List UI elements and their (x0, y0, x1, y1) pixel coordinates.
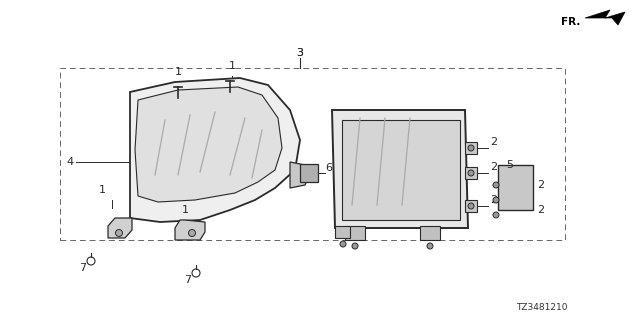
Circle shape (493, 182, 499, 188)
Circle shape (493, 212, 499, 218)
Circle shape (493, 197, 499, 203)
Circle shape (468, 170, 474, 176)
Text: 3: 3 (296, 48, 303, 58)
Text: 2: 2 (537, 180, 544, 190)
Circle shape (115, 229, 122, 236)
Circle shape (352, 243, 358, 249)
Circle shape (468, 145, 474, 151)
Text: 6: 6 (325, 163, 332, 173)
Circle shape (189, 229, 195, 236)
Bar (300, 164, 318, 182)
Polygon shape (585, 10, 625, 25)
Text: 7: 7 (184, 275, 191, 285)
Bar (465, 200, 477, 212)
Polygon shape (332, 110, 468, 228)
Text: 1: 1 (99, 185, 106, 195)
Text: 4: 4 (67, 157, 74, 167)
Text: 1: 1 (228, 61, 236, 71)
Polygon shape (130, 78, 300, 222)
Text: 7: 7 (79, 263, 86, 273)
Bar (465, 167, 477, 179)
Bar (345, 226, 365, 240)
Polygon shape (135, 87, 282, 202)
Bar (420, 226, 440, 240)
Text: 2: 2 (490, 162, 497, 172)
Bar (335, 226, 350, 238)
Text: TZ3481210: TZ3481210 (516, 303, 568, 313)
Text: 2: 2 (490, 137, 497, 147)
Bar (60, 68, 565, 240)
Bar (498, 165, 533, 210)
Text: 2: 2 (537, 205, 544, 215)
Polygon shape (108, 218, 132, 238)
Text: 1: 1 (175, 67, 182, 77)
Polygon shape (175, 220, 205, 240)
Circle shape (427, 243, 433, 249)
Bar (342, 120, 460, 220)
Text: FR.: FR. (561, 17, 580, 27)
Text: 3: 3 (296, 48, 303, 58)
Text: 2: 2 (490, 195, 497, 205)
Bar (465, 142, 477, 154)
Polygon shape (290, 162, 310, 188)
Circle shape (468, 203, 474, 209)
Text: 1: 1 (182, 205, 189, 215)
Text: 5: 5 (506, 160, 513, 170)
Circle shape (340, 241, 346, 247)
